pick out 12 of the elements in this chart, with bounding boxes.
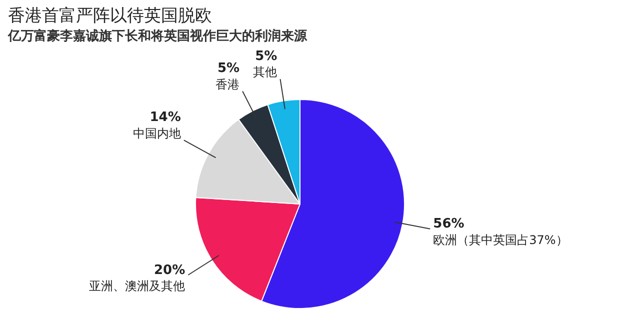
chart-subtitle: 亿万富豪李嘉诚旗下长和将英国视作巨大的利润来源 [8, 28, 307, 45]
data-label: 5% [255, 48, 278, 64]
data-label: 20% [154, 262, 186, 278]
slice-label: 其他 [253, 65, 278, 80]
data-label: 56% [433, 216, 464, 232]
slice-label: 欧洲（其中英国占37%） [433, 232, 568, 247]
data-label: 14% [150, 110, 181, 126]
slice-label: 中国内地 [132, 126, 181, 140]
slice-label: 香港 [216, 77, 240, 92]
chart-title: 香港首富严阵以待英国脱欧 [8, 5, 212, 27]
data-label: 5% [217, 61, 240, 76]
slice-label: 亚洲、澳洲及其他 [89, 279, 186, 294]
